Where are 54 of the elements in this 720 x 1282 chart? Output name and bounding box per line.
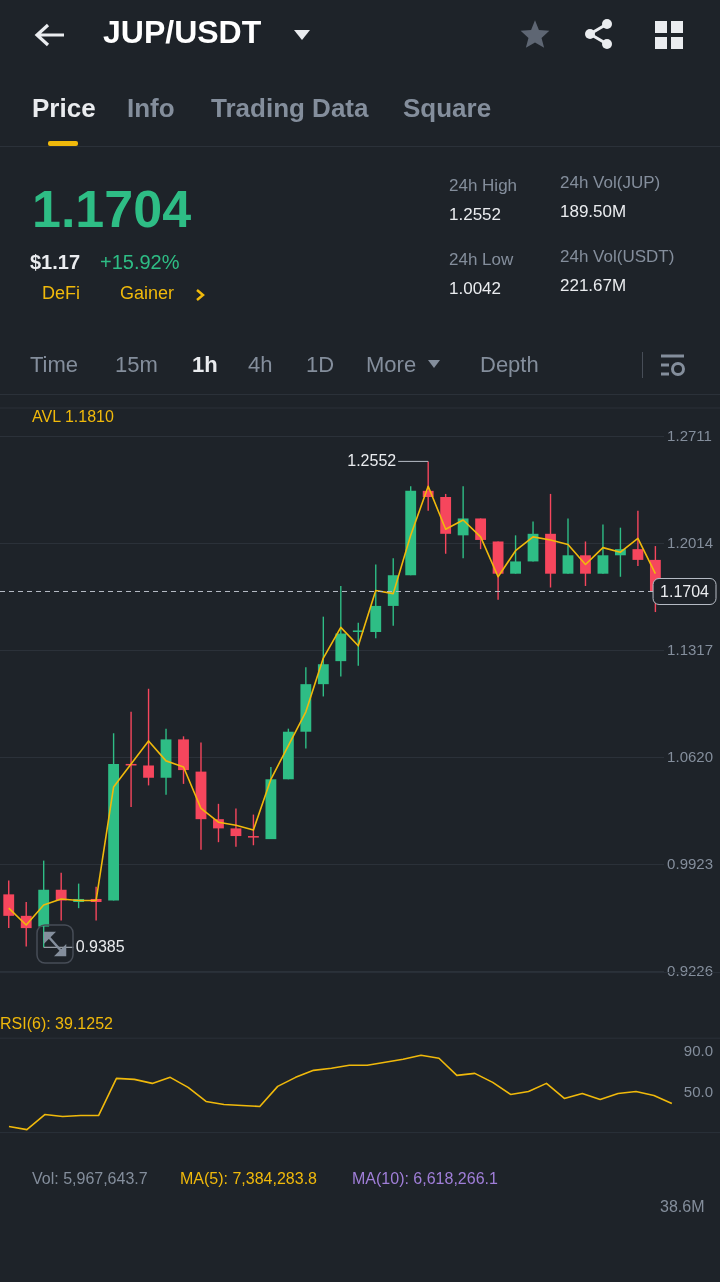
annotation: 1.2552	[347, 451, 397, 469]
text: 221.67M	[560, 276, 627, 297]
y-tick-label: 1.1317	[667, 641, 714, 659]
y-tick-label: 1.2014	[667, 534, 714, 552]
text: MA(5): 7,384,283.8	[180, 1169, 317, 1189]
candlestick	[143, 688, 154, 787]
text: JUP/USDT	[103, 14, 262, 51]
y-tick-label: 0.9226	[667, 961, 714, 979]
text: 15m	[115, 352, 158, 379]
candlestick	[632, 510, 644, 567]
candlestick	[3, 879, 15, 929]
y-tick-label: 0.9923	[667, 854, 714, 872]
text: Vol: 5,967,643.7	[32, 1169, 148, 1189]
candlestick	[475, 517, 487, 550]
candlestick	[597, 523, 609, 575]
text: 24h Low	[449, 250, 514, 271]
y-tick-label: 50.0	[683, 1082, 714, 1100]
text: DeFi	[42, 283, 81, 305]
text: Info	[127, 93, 175, 125]
text: 189.50M	[560, 202, 627, 223]
text: More	[366, 352, 417, 379]
text: Trading Data	[211, 93, 369, 125]
y-tick-label: 90.0	[683, 1042, 714, 1060]
candlestick	[230, 807, 242, 848]
candlestick	[510, 534, 521, 575]
text: 1.1704	[32, 179, 192, 240]
y-tick-label: 1.2711	[667, 427, 712, 445]
text: MA(10): 6,618,266.1	[352, 1169, 498, 1189]
candlestick	[248, 813, 259, 846]
text: 1D	[306, 352, 335, 379]
text: Depth	[480, 352, 539, 379]
text: 38.6M	[660, 1197, 705, 1217]
text: Square	[403, 93, 492, 125]
candlestick	[317, 615, 329, 698]
annotation: 0.9385	[75, 937, 125, 955]
text: 24h High	[449, 176, 518, 197]
text: Price	[32, 93, 96, 125]
text: Time	[30, 352, 79, 379]
text: 1.2552	[449, 205, 501, 226]
text: +15.92%	[100, 250, 180, 274]
text: $1.17	[30, 250, 81, 274]
text: 24h Vol(JUP)	[560, 173, 661, 194]
candlestick	[457, 485, 469, 560]
annotation: AVL 1.1810	[32, 408, 114, 426]
ref-line-label: 1.1704	[660, 582, 710, 600]
candlestick	[562, 517, 574, 575]
text: 24h Vol(USDT)	[560, 247, 675, 268]
text: Gainer	[120, 283, 175, 305]
chart-title: RSI(6): 39.1252	[0, 1015, 114, 1033]
text: 4h	[248, 352, 273, 379]
candlestick	[352, 622, 364, 667]
text: 1h	[192, 352, 218, 379]
y-tick-label: 1.0620	[667, 747, 714, 765]
text: 1.0042	[449, 279, 501, 300]
